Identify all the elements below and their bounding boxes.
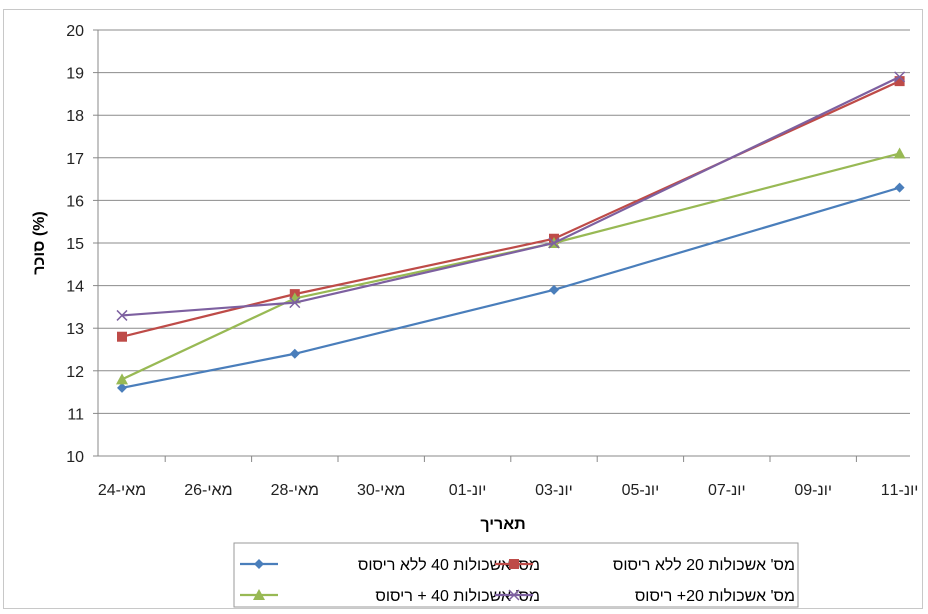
data-point (116, 373, 128, 385)
legend-marker (254, 559, 264, 569)
legend-entry: מס' אשכולות 40 ללא ריסוס (240, 556, 540, 574)
legend-marker (253, 589, 265, 600)
legend-label: מס' אשכולות 40 ללא ריסוס (358, 556, 540, 574)
legend-label: מס' אשכולות 20 ללא ריסוס (613, 556, 795, 574)
x-tick-label: 24-מאי (98, 482, 146, 499)
y-tick-label: 17 (66, 151, 84, 168)
series-line (121, 80, 901, 338)
data-point (116, 309, 128, 321)
series-4 (116, 71, 906, 321)
data-point (894, 71, 906, 83)
series-3 (116, 147, 906, 385)
gridlines (93, 29, 910, 457)
data-point (117, 382, 127, 393)
y-tick-label: 19 (66, 66, 84, 83)
legend-label: מס' אשכולות 40 + ריסוס (375, 587, 540, 605)
x-tick-label: 11-יונ (881, 482, 919, 499)
axes (97, 30, 910, 457)
y-axis-title: סוכר (%) (31, 211, 48, 274)
x-axis-title: תאריך (480, 516, 525, 533)
legend-marker (508, 589, 520, 601)
series-2 (117, 76, 905, 342)
series-line (121, 152, 900, 381)
y-tick-labels: 10 11 12 13 14 15 16 17 18 19 20 (66, 23, 84, 466)
x-tick-label: 28-מאי (271, 482, 319, 499)
data-point (549, 284, 559, 295)
legend-marker (509, 559, 519, 569)
legend-entry: מס' אשכולות 20 ללא ריסוס (495, 556, 795, 574)
x-tick-label: 30-מאי (357, 482, 405, 499)
chart-frame (3, 9, 923, 609)
x-tick-label: 07-יונ (708, 482, 746, 499)
series-line (121, 75, 901, 317)
data-point (894, 76, 905, 87)
y-tick-label: 20 (66, 23, 84, 40)
x-tick-label: 03-יונ (535, 482, 573, 499)
series-line (121, 186, 900, 389)
data-point (894, 182, 905, 193)
data-point (289, 297, 301, 309)
y-tick-label: 13 (66, 321, 84, 338)
legend-entry: מס' אשכולות 20+ ריסוס (495, 587, 795, 605)
legend-label: מס' אשכולות 20+ ריסוס (635, 587, 795, 605)
y-tick-label: 11 (67, 406, 84, 423)
y-tick-label: 14 (66, 279, 84, 296)
y-tick-label: 10 (66, 449, 84, 466)
x-tick-label: 26-מאי (184, 482, 232, 499)
y-tick-label: 18 (66, 108, 84, 125)
data-point (893, 147, 906, 159)
y-tick-label: 15 (66, 236, 84, 253)
x-tick-label: 05-יונ (622, 482, 660, 499)
y-tick-label: 12 (66, 364, 84, 381)
x-tick-label: 09-יונ (794, 482, 832, 499)
legend: מס' אשכולות 40 ללא ריסוס מס' אשכולות 20 ל… (233, 542, 799, 608)
series-group (116, 71, 906, 393)
data-point (117, 331, 127, 342)
x-tick-labels: 24-מאי 26-מאי 28-מאי 30-מאי 01-יונ 03-יונ 05-י… (98, 456, 919, 499)
series-1 (117, 182, 905, 393)
legend-entry: מס' אשכולות 40 + ריסוס (240, 587, 540, 605)
x-tick-label: 01-יונ (449, 482, 487, 499)
y-tick-label: 16 (66, 193, 84, 210)
data-point (289, 348, 300, 359)
data-point (548, 237, 560, 249)
